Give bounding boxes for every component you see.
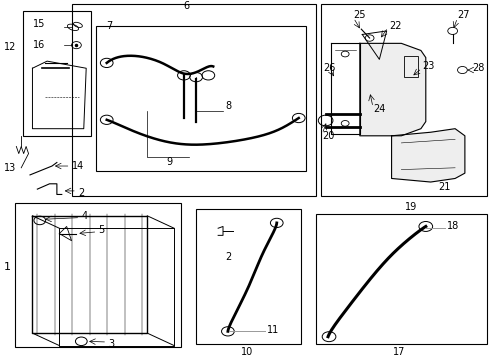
Bar bbox=[316, 214, 487, 344]
Bar bbox=[96, 26, 306, 171]
Text: 15: 15 bbox=[32, 19, 45, 29]
Text: 6: 6 bbox=[183, 1, 190, 11]
Bar bbox=[321, 4, 487, 196]
Text: 18: 18 bbox=[447, 221, 459, 231]
Text: 11: 11 bbox=[267, 325, 279, 334]
Text: 5: 5 bbox=[98, 225, 105, 235]
Bar bbox=[15, 203, 181, 347]
Bar bbox=[72, 4, 316, 196]
Text: 2: 2 bbox=[225, 252, 231, 262]
Text: 23: 23 bbox=[422, 62, 434, 72]
Text: 7: 7 bbox=[106, 21, 112, 31]
Text: 2: 2 bbox=[78, 188, 84, 198]
Text: 16: 16 bbox=[32, 40, 45, 50]
Polygon shape bbox=[392, 129, 465, 182]
Text: 14: 14 bbox=[72, 161, 84, 171]
Text: 20: 20 bbox=[322, 131, 335, 141]
Bar bbox=[404, 56, 418, 77]
Text: 4: 4 bbox=[81, 211, 87, 221]
Text: 1: 1 bbox=[4, 262, 11, 273]
Text: 13: 13 bbox=[4, 163, 16, 173]
Text: 9: 9 bbox=[166, 157, 172, 167]
Bar bbox=[196, 209, 301, 344]
Text: 21: 21 bbox=[438, 183, 450, 192]
Bar bbox=[23, 12, 91, 136]
Text: 19: 19 bbox=[405, 202, 417, 212]
Text: 3: 3 bbox=[108, 339, 114, 349]
Text: 8: 8 bbox=[225, 100, 232, 111]
Text: 27: 27 bbox=[458, 10, 470, 20]
Text: 26: 26 bbox=[323, 63, 336, 73]
Text: 28: 28 bbox=[472, 63, 485, 73]
Text: 22: 22 bbox=[389, 21, 402, 31]
Text: 24: 24 bbox=[373, 104, 386, 114]
Text: 25: 25 bbox=[353, 10, 366, 20]
Text: 12: 12 bbox=[4, 42, 17, 52]
Text: 17: 17 bbox=[392, 347, 405, 357]
Polygon shape bbox=[360, 43, 426, 136]
Text: 10: 10 bbox=[241, 347, 253, 357]
